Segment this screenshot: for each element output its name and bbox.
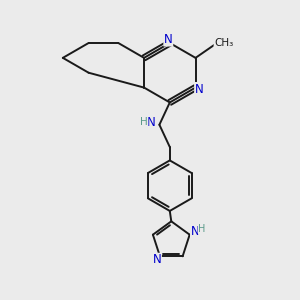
Text: H: H	[199, 224, 206, 234]
Text: CH₃: CH₃	[214, 38, 233, 48]
Text: H: H	[140, 117, 148, 128]
Text: N: N	[195, 82, 203, 96]
Text: N: N	[190, 225, 200, 238]
Text: N: N	[153, 253, 161, 266]
Text: N: N	[164, 33, 173, 46]
Text: N: N	[147, 116, 155, 129]
